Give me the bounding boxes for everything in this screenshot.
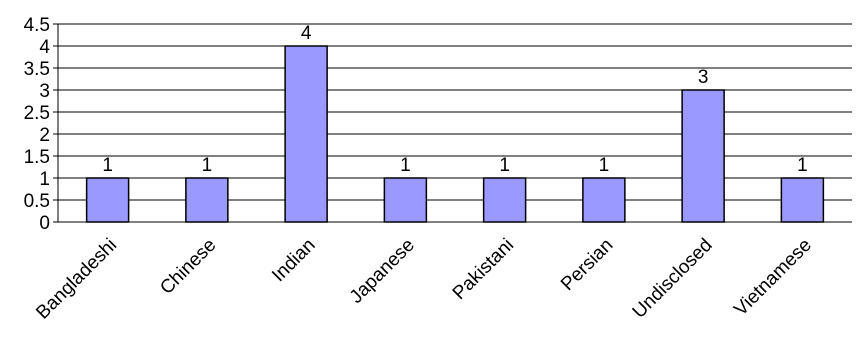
bar-bangladeshi	[85, 177, 130, 223]
y-tick-labels: 00.511.522.533.544.5	[24, 15, 51, 234]
y-tick-label: 1.5	[24, 147, 50, 168]
bar-indian	[284, 45, 328, 223]
bar-vietnamese	[780, 177, 825, 223]
bar-persian	[582, 177, 626, 223]
category-label-vietnamese: Vietnamese	[730, 235, 816, 321]
data-label-japanese: 1	[400, 155, 411, 176]
category-label-persian: Persian	[557, 235, 617, 295]
y-tick-label: 3.5	[24, 59, 50, 80]
bar-pakistani	[482, 177, 527, 223]
y-tick-label: 3	[39, 81, 50, 102]
data-label-chinese: 1	[202, 155, 213, 176]
category-label-japanese: Japanese	[346, 235, 419, 308]
y-tick-label: 1	[39, 169, 50, 190]
y-tick-label: 0.5	[24, 191, 50, 212]
bar-chinese	[185, 177, 229, 223]
category-label-undisclosed: Undisclosed	[629, 235, 717, 323]
bars	[85, 45, 825, 223]
data-label-pakistani: 1	[499, 155, 510, 176]
data-label-bangladeshi: 1	[102, 155, 113, 176]
data-label-undisclosed: 3	[698, 67, 709, 88]
bar-undisclosed	[681, 89, 725, 223]
data-label-persian: 1	[599, 155, 610, 176]
y-tick-label: 2.5	[24, 103, 50, 124]
data-label-vietnamese: 1	[797, 155, 808, 176]
category-label-chinese: Chinese	[156, 235, 220, 299]
y-tick-label: 2	[39, 125, 50, 146]
data-labels: 1 1 4 1 1 1 3 1	[102, 23, 807, 176]
y-tick-label: 0	[39, 213, 50, 234]
y-tick-label: 4	[39, 37, 50, 58]
category-label-bangladeshi: Bangladeshi	[32, 235, 121, 324]
y-tick-label: 4.5	[24, 15, 50, 36]
axes	[53, 23, 852, 223]
category-label-pakistani: Pakistani	[449, 235, 518, 304]
x-tick-labels: Bangladeshi Chinese Indian Japanese Pakistan…	[32, 235, 816, 324]
data-label-indian: 4	[301, 23, 312, 44]
category-label-indian: Indian	[268, 235, 319, 286]
bar-japanese	[383, 177, 428, 223]
gridlines	[58, 23, 852, 223]
